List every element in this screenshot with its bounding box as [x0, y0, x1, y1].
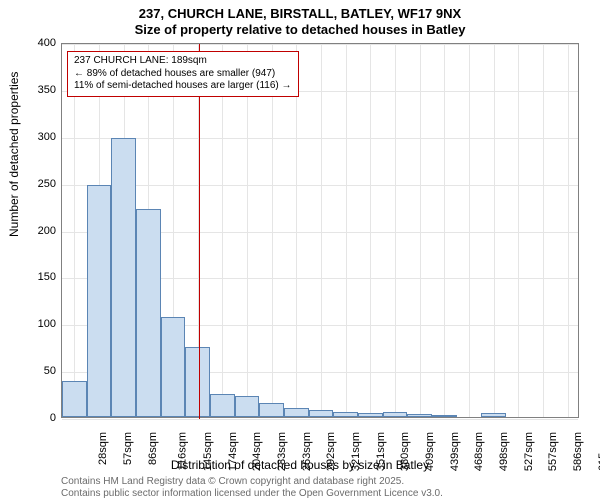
annotation-line3: 11% of semi-detached houses are larger (… [74, 80, 292, 93]
histogram-bar [259, 403, 284, 417]
y-tick-label: 400 [38, 37, 56, 49]
histogram-bar [235, 396, 260, 417]
histogram-bar [210, 394, 235, 417]
histogram-bar [407, 414, 432, 417]
histogram-bar [358, 413, 383, 417]
annotation-box: 237 CHURCH LANE: 189sqm ← 89% of detache… [67, 51, 299, 97]
histogram-bar [136, 209, 161, 417]
histogram-bar [432, 415, 457, 417]
footer-line2: Contains public sector information licen… [61, 488, 443, 499]
histogram-bar [62, 381, 87, 417]
histogram-bar [333, 412, 358, 417]
bars-layer [62, 44, 578, 417]
gridline-h [62, 419, 578, 420]
plot-area [61, 43, 579, 418]
annotation-line2: ← 89% of detached houses are smaller (94… [74, 68, 292, 81]
annotation-line1: 237 CHURCH LANE: 189sqm [74, 55, 292, 68]
histogram-bar [383, 412, 408, 417]
histogram-bar [111, 138, 136, 417]
y-tick-label: 150 [38, 271, 56, 283]
chart-title-line2: Size of property relative to detached ho… [0, 22, 600, 37]
histogram-bar [481, 413, 506, 417]
y-tick-label: 200 [38, 225, 56, 237]
reference-marker-line [199, 44, 200, 419]
y-tick-label: 0 [50, 412, 56, 424]
histogram-bar [185, 347, 210, 417]
footer-line1: Contains HM Land Registry data © Crown c… [61, 476, 404, 487]
y-tick-label: 300 [38, 131, 56, 143]
y-tick-label: 50 [44, 365, 56, 377]
histogram-bar [284, 408, 309, 417]
y-tick-label: 350 [38, 84, 56, 96]
histogram-chart: 237, CHURCH LANE, BIRSTALL, BATLEY, WF17… [0, 0, 600, 500]
histogram-bar [87, 185, 112, 418]
chart-title-line1: 237, CHURCH LANE, BIRSTALL, BATLEY, WF17… [0, 6, 600, 21]
y-axis-title: Number of detached properties [7, 72, 21, 237]
histogram-bar [161, 317, 186, 417]
x-axis-title: Distribution of detached houses by size … [0, 458, 600, 472]
y-tick-label: 100 [38, 318, 56, 330]
y-tick-label: 250 [38, 178, 56, 190]
histogram-bar [309, 410, 334, 418]
